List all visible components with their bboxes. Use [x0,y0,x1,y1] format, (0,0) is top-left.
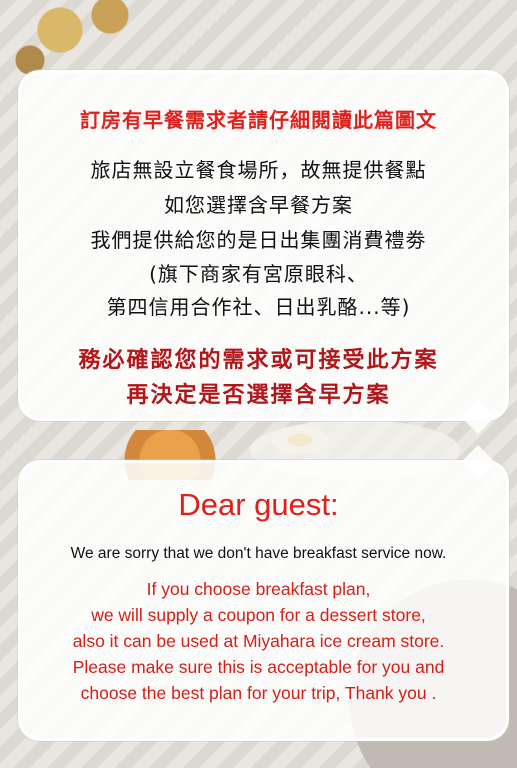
english-body-line: also it can be used at Miyahara ice crea… [0,631,517,652]
notice-title: 訂房有早餐需求者請仔細閱讀此篇圖文 [0,104,517,133]
english-body-line: If you choose breakfast plan, [0,579,517,600]
greeting-heading: Dear guest: [0,487,517,523]
notice-line: 我們提供給您的是日出集團消費禮劵 [0,224,517,253]
warning-line: 務必確認您的需求或可接受此方案 [0,342,517,374]
warning-line: 再決定是否選擇含早方案 [0,377,517,409]
notice-line: (旗下商家有宮原眼科、 [0,258,517,287]
english-body-line: Please make sure this is acceptable for … [0,657,517,678]
notice-line: 如您選擇含早餐方案 [0,189,517,218]
notice-line: 旅店無設立餐食場所，故無提供餐點 [0,154,517,183]
english-body-line: choose the best plan for your trip, Than… [0,683,517,704]
notice-line: 第四信用合作社、日出乳酪...等) [0,291,517,320]
apology-line: We are sorry that we don't have breakfas… [0,545,517,563]
english-body-line: we will supply a coupon for a dessert st… [0,605,517,626]
